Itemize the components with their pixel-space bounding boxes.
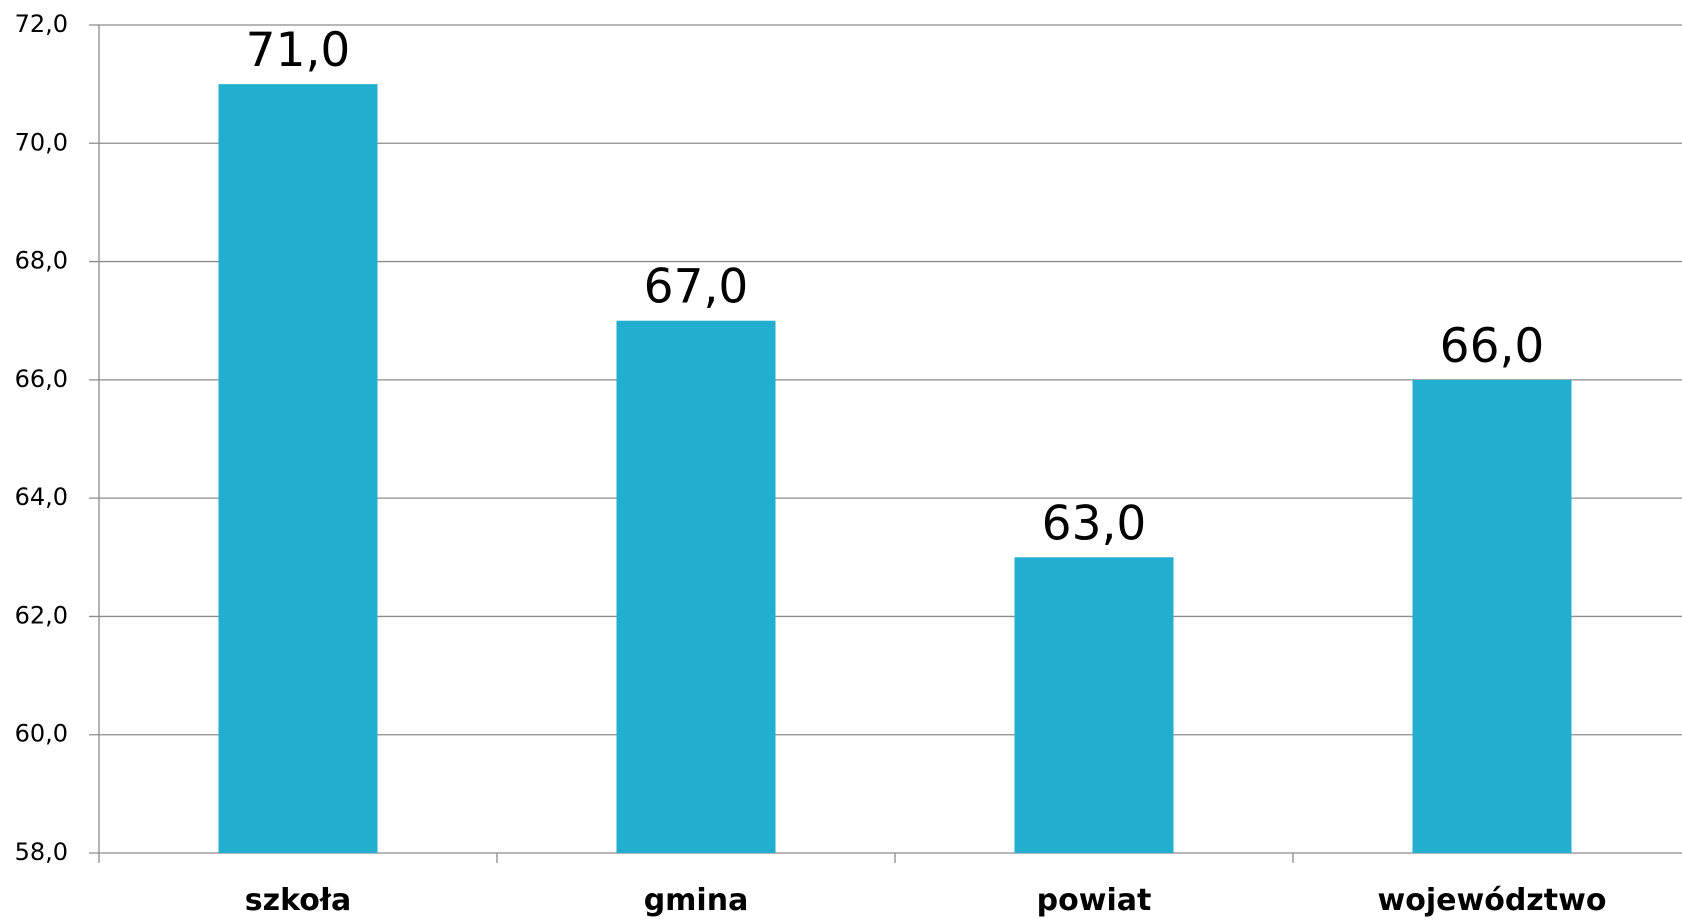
data-label: 67,0	[644, 260, 749, 315]
y-tick-label: 66,0	[15, 365, 68, 393]
y-tick-label: 72,0	[15, 10, 68, 38]
data-label: 63,0	[1042, 496, 1147, 551]
y-tick-label: 70,0	[15, 128, 68, 156]
x-tick-label: szkoła	[245, 883, 351, 918]
bar-2	[616, 320, 776, 853]
bar-3	[1014, 557, 1174, 853]
data-label: 66,0	[1440, 319, 1545, 374]
y-tick-label: 60,0	[15, 720, 68, 748]
y-tick-label: 64,0	[15, 483, 68, 511]
x-tick-label: powiat	[1037, 883, 1152, 918]
y-tick-label: 68,0	[15, 247, 68, 275]
bar-1	[218, 84, 378, 853]
y-tick-label: 58,0	[15, 838, 68, 866]
y-tick-label: 62,0	[15, 601, 68, 629]
y-tick-labels: 58,0 60,0 62,0 64,0 66,0 68,0 70,0 72,0	[15, 10, 68, 866]
x-tick-labels: szkoła gmina powiat województwo	[245, 883, 1607, 918]
bar-4	[1412, 379, 1572, 853]
data-labels: 71,0 67,0 63,0 66,0	[246, 23, 1545, 551]
x-tick-label: gmina	[644, 883, 749, 918]
data-label: 71,0	[246, 23, 351, 78]
x-tick-label: województwo	[1378, 883, 1607, 918]
bars	[218, 84, 1572, 853]
